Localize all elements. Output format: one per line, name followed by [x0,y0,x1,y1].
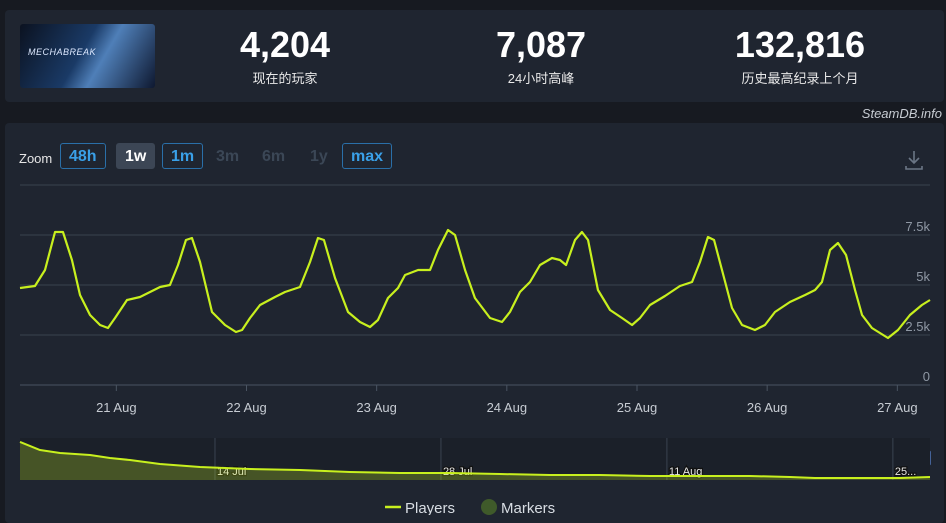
x-tick-label: 25 Aug [617,400,658,415]
area-line [19,441,931,479]
stat: 7,087 24小时高峰 [421,26,661,87]
x-tick-label: 27 Aug [877,400,918,415]
zoom-button[interactable]: 48h [60,143,106,169]
x-tick-label: 22 Aug [226,400,267,415]
stat-label: 24小时高峰 [507,71,575,86]
stat-value: 4,204 [239,24,331,65]
stat: 4,204 现在的玩家 [165,26,405,87]
zoom-label: Zoom [19,151,53,166]
zoom-button[interactable]: max [342,143,393,169]
y-tick-label: 7.5k [905,219,930,234]
y-tick-label: 0 [923,369,930,384]
x-tick-label: 24 Aug [487,400,528,415]
stat-label: 历史最高纪录上个月 [741,71,859,86]
area-fill [20,441,930,480]
stats-panel [5,10,944,102]
y-tick-label: 5k [916,269,930,284]
stat-value: 132,816 [734,24,866,65]
legend-swatch [481,499,497,515]
zoom-button: 3m [216,148,240,165]
zoom-button[interactable]: 1m [162,143,204,169]
line [19,228,931,340]
nav-tick-label: 28 Jul [443,466,472,478]
game-logo: MECHABREAK [28,47,97,57]
zoom-button: 6m [262,148,286,165]
stat-value: 7,087 [495,24,587,65]
legend-label[interactable]: Markers [501,500,555,515]
zoom-button[interactable]: 1w [116,143,156,169]
stat-label: 现在的玩家 [252,71,318,86]
nav-tick-label: 25... [895,466,916,478]
stat: 132,816 历史最高纪录上个月 [680,26,920,87]
x-tick-label: 21 Aug [96,400,137,415]
zoom-button: 1y [310,148,328,165]
game-image: MECHABREAK [20,24,155,88]
legend-label[interactable]: Players [405,500,455,515]
main-plot: 0 2.5k 5k 7.5k 21 Aug 22 Aug 23 Aug 24 Aug 25 Au… [19,219,931,415]
source[interactable]: SteamDB.info [861,106,942,121]
y-tick-label: 2.5k [905,319,930,334]
x-tick-label: 23 Aug [356,400,397,415]
download-icon[interactable] [905,151,923,170]
x-tick-label: 26 Aug [747,400,788,415]
navigator: 14 Jul 28 Jul 11 Aug 25... [19,438,931,480]
